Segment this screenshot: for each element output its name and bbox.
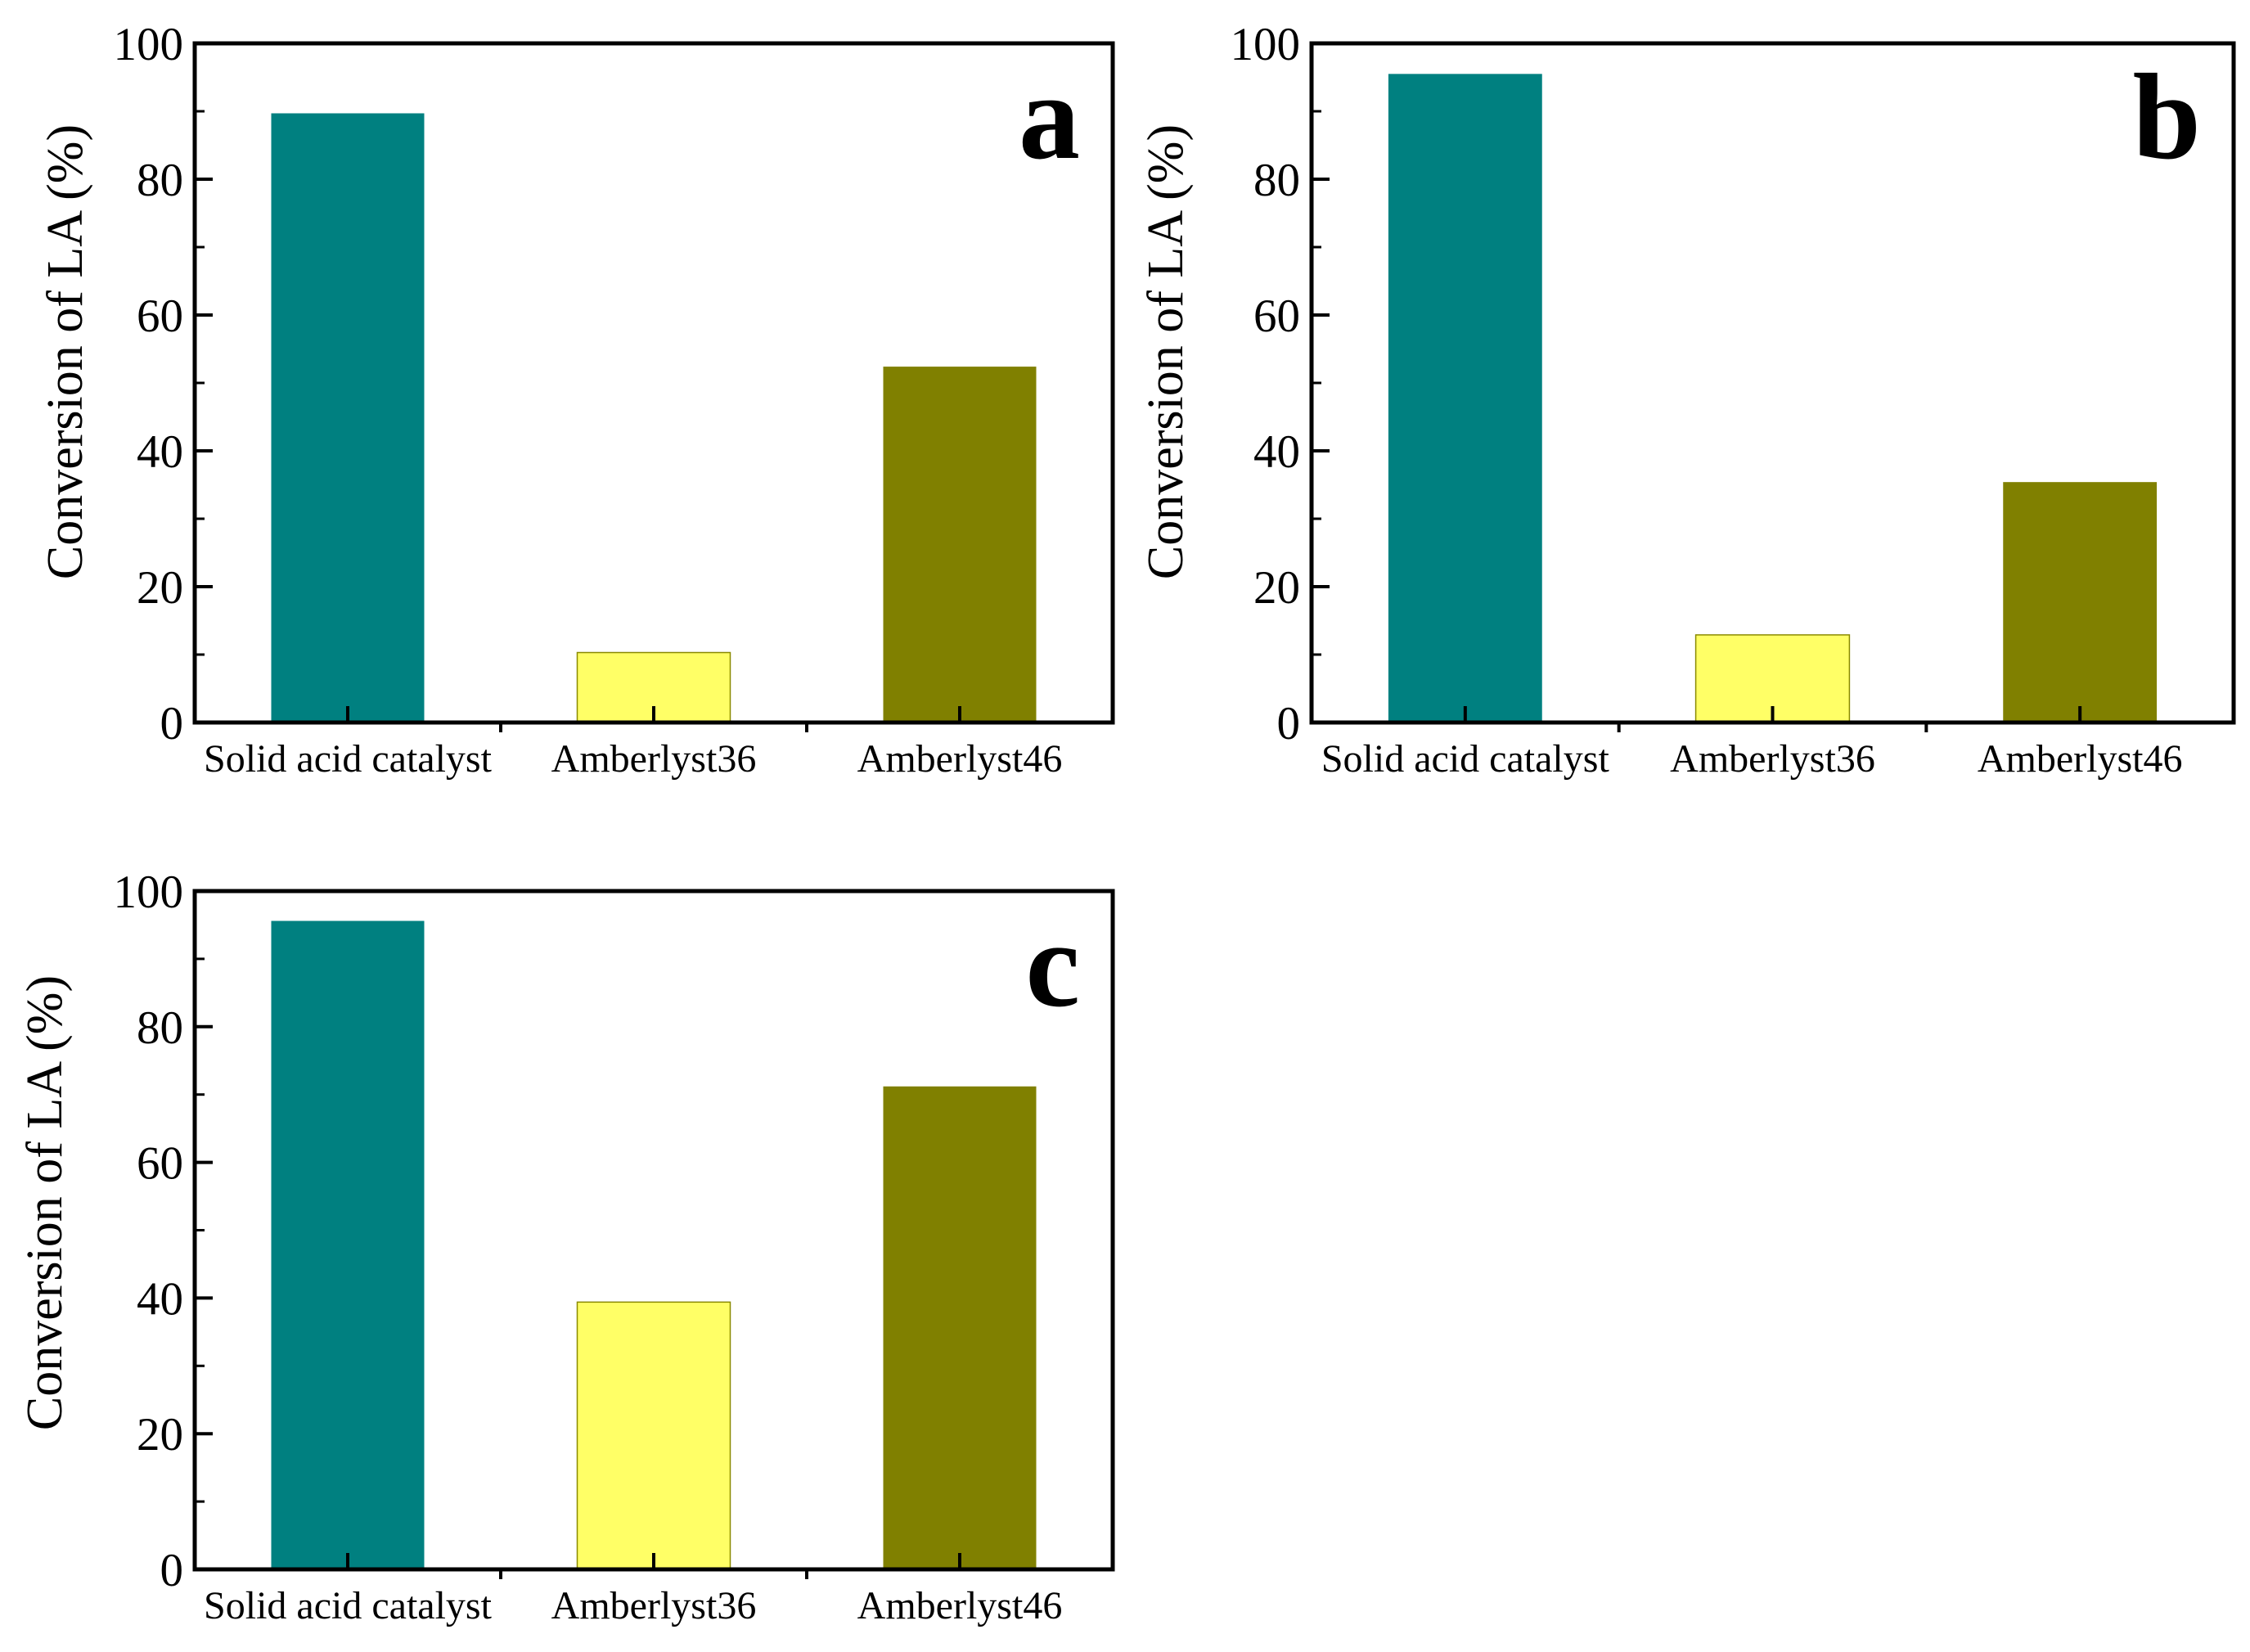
x-category-label-c-3: Amberlyst46 (857, 1584, 1063, 1627)
y-tick-label-a-0: 0 (160, 698, 184, 749)
y-tick-label-b-40: 40 (1253, 426, 1300, 478)
x-category-label-a-1: Solid acid catalyst (204, 737, 493, 781)
y-tick-label-c-40: 40 (137, 1273, 183, 1325)
bar-c-3 (883, 1086, 1037, 1569)
bar-b-3 (2003, 482, 2158, 722)
bar-a-1 (271, 113, 425, 723)
y-axis-title-c: Conversion of LA (%) (17, 975, 73, 1430)
x-category-label-b-3: Amberlyst46 (1978, 737, 2183, 781)
x-category-label-a-2: Amberlyst36 (551, 737, 757, 781)
x-category-label-c-2: Amberlyst36 (551, 1584, 757, 1627)
chart-panel-a: 0 20 40 60 80 100 Solid acid catalyst Amberlyst… (38, 19, 1115, 781)
panel-letter-c: c (1025, 897, 1080, 1033)
y-axis-title-b: Conversion of LA (%) (1138, 124, 1194, 579)
y-tick-label-a-100: 100 (114, 19, 184, 70)
y-tick-label-a-40: 40 (137, 426, 183, 478)
chart-panel-c: 0 20 40 60 80 100 Solid acid catalyst Amberlyst… (17, 867, 1115, 1627)
y-tick-label-b-0: 0 (1277, 698, 1301, 749)
x-category-label-b-1: Solid acid catalyst (1321, 737, 1610, 781)
x-category-label-b-2: Amberlyst36 (1670, 737, 1875, 781)
x-category-label-c-1: Solid acid catalyst (204, 1584, 493, 1627)
panel-letter-a: a (1019, 49, 1080, 185)
y-tick-label-c-60: 60 (137, 1138, 183, 1190)
panel-letter-b: b (2133, 49, 2201, 185)
y-tick-label-b-60: 60 (1253, 290, 1300, 342)
bar-c-2 (576, 1301, 731, 1570)
y-tick-label-c-100: 100 (114, 867, 184, 918)
y-tick-label-b-20: 20 (1253, 562, 1300, 614)
chart-panel-b: 0 20 40 60 80 100 Solid acid catalyst Amberlyst… (1138, 19, 2236, 781)
y-tick-label-a-20: 20 (137, 562, 183, 614)
y-tick-label-b-80: 80 (1253, 155, 1300, 206)
y-tick-label-a-80: 80 (137, 155, 183, 206)
bar-a-3 (883, 367, 1037, 722)
y-tick-label-a-60: 60 (137, 290, 183, 342)
y-tick-label-c-20: 20 (137, 1409, 183, 1461)
y-axis-title-a: Conversion of LA (%) (38, 124, 93, 579)
bar-b-1 (1388, 74, 1542, 723)
x-category-label-a-3: Amberlyst46 (857, 737, 1063, 781)
y-tick-label-c-0: 0 (160, 1545, 184, 1596)
bar-c-1 (271, 921, 425, 1569)
y-tick-label-b-100: 100 (1231, 19, 1301, 70)
y-tick-label-c-80: 80 (137, 1002, 183, 1054)
